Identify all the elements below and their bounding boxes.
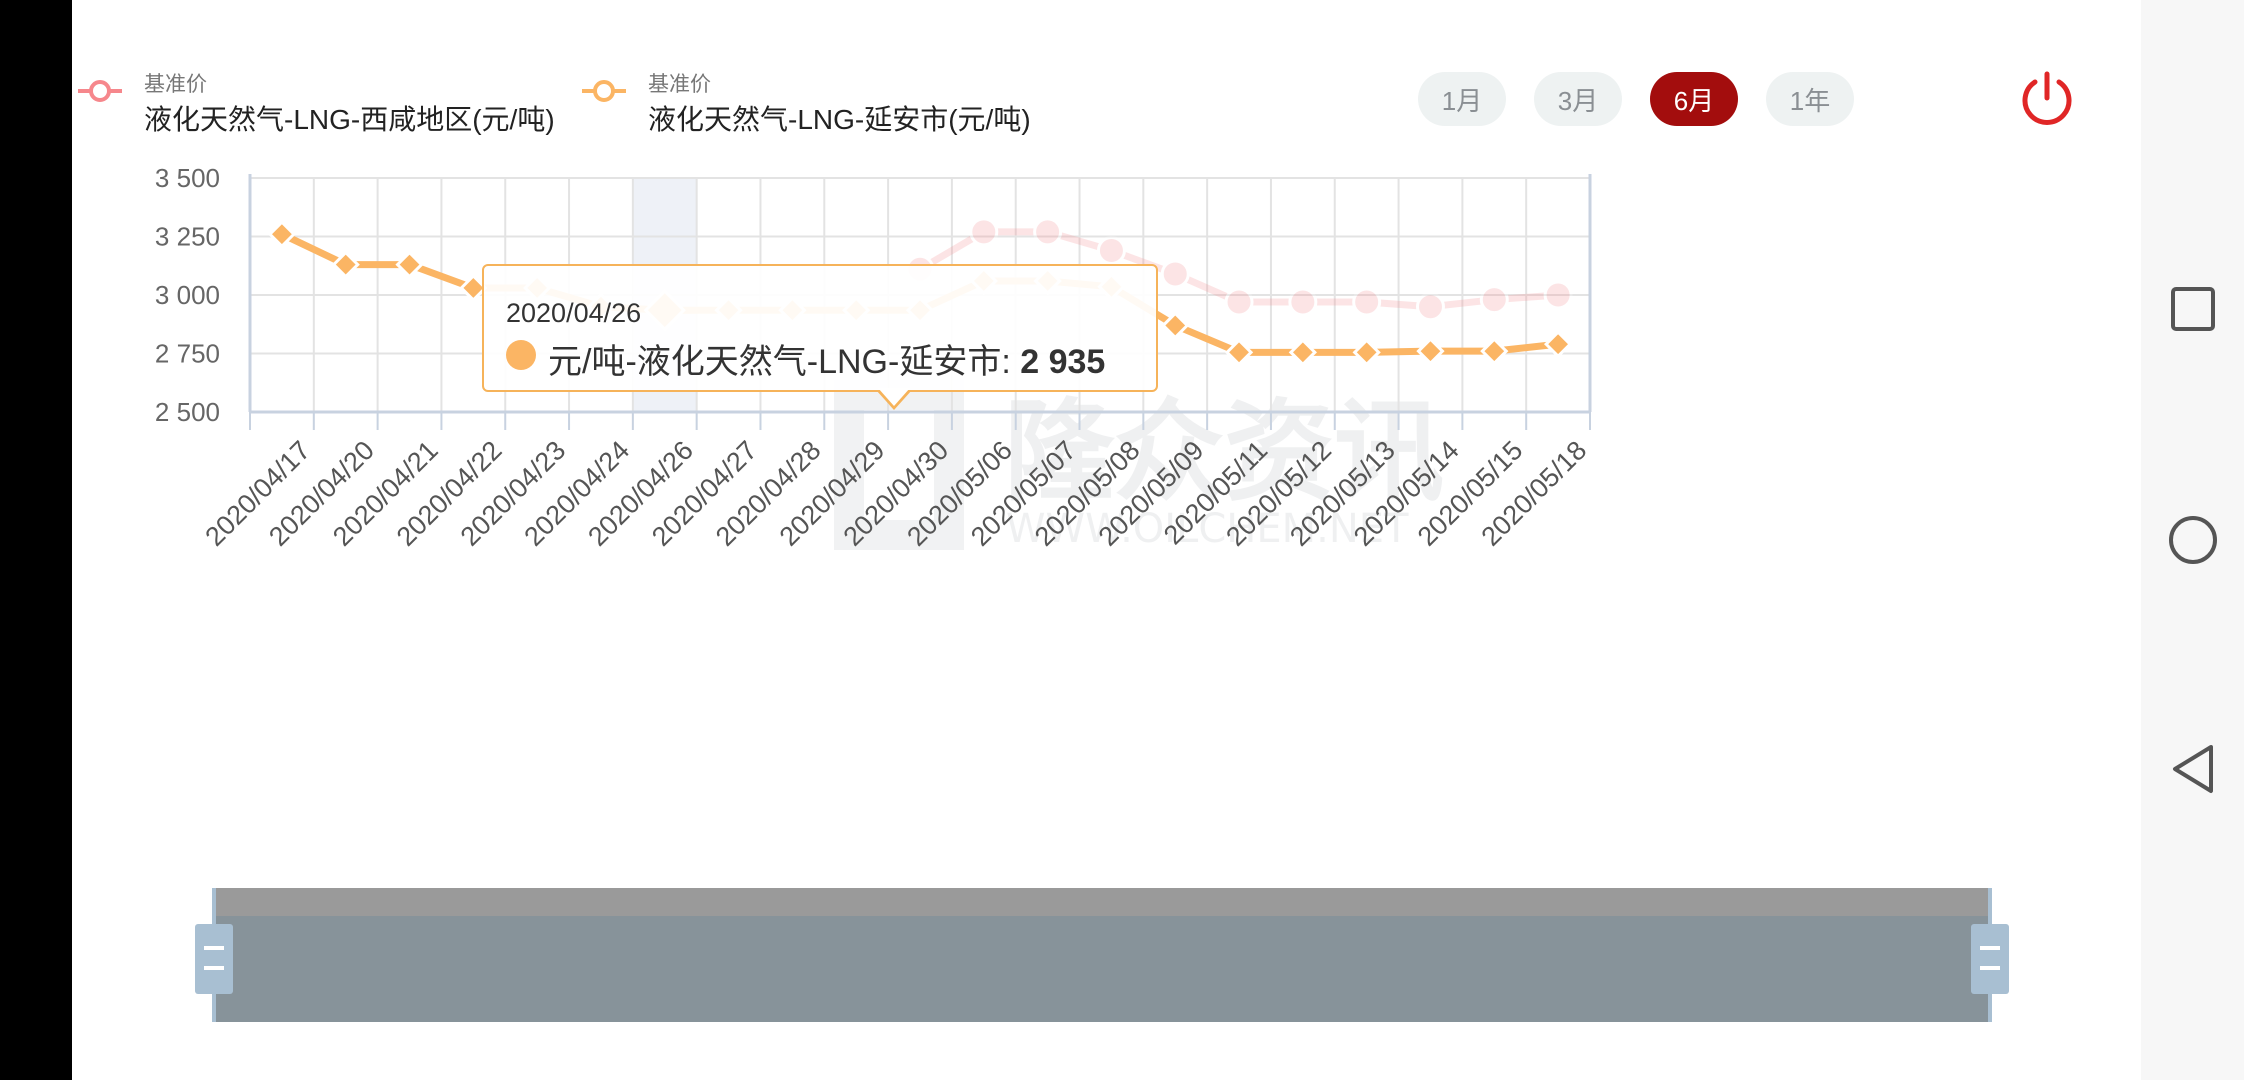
data-point: [1033, 217, 1063, 247]
data-point: [969, 217, 999, 247]
tooltip-value: 2 935: [1020, 343, 1106, 381]
legend-line-icon: [582, 80, 626, 102]
range-button-1-year[interactable]: 1年: [1766, 72, 1854, 126]
data-point: [331, 250, 360, 279]
y-tick-label: 3 500: [155, 163, 220, 193]
data-point: [1415, 292, 1445, 322]
y-tick-label: 2 500: [155, 397, 220, 427]
power-icon[interactable]: [2017, 68, 2077, 128]
data-point: [1224, 338, 1254, 367]
watermark-url: WWW.OILCHEM.NET: [1006, 506, 1409, 550]
range-button-6-months[interactable]: 6月: [1650, 72, 1738, 126]
data-point: [395, 250, 424, 279]
data-point: [1479, 285, 1509, 315]
data-point: [1161, 311, 1190, 340]
back-triangle-icon: [2172, 745, 2213, 793]
back-button[interactable]: [2141, 724, 2244, 814]
legend-line-icon: [78, 80, 122, 102]
data-point: [1352, 287, 1382, 317]
data-point: [267, 220, 297, 249]
y-tick-label: 2 750: [155, 339, 220, 369]
app-screen: 基准价 液化天然气-LNG-西咸地区(元/吨) 基准价 液化天然气-LNG-延安…: [72, 0, 2141, 1080]
watermark-text: 隆众资讯: [1004, 388, 1444, 516]
tooltip-series-label: 元/吨-液化天然气-LNG-延安市:: [548, 343, 1021, 381]
legend-label: 液化天然气-LNG-西咸地区(元/吨): [144, 104, 555, 135]
legend-label: 液化天然气-LNG-延安市(元/吨): [648, 104, 1031, 135]
data-point: [1224, 287, 1254, 317]
home-button[interactable]: [2141, 495, 2244, 585]
y-tick-label: 3 000: [155, 280, 220, 310]
data-point: [1543, 280, 1573, 310]
circle-icon: [2168, 516, 2217, 564]
chart-tooltip: 2020/04/26 元/吨-液化天然气-LNG-延安市: 2 935: [482, 264, 1158, 392]
range-button-1-month[interactable]: 1月: [1418, 72, 1506, 126]
data-point: [1352, 338, 1381, 367]
range-button-3-months[interactable]: 3月: [1534, 72, 1622, 126]
tooltip-date: 2020/04/26: [506, 298, 642, 328]
data-point: [1480, 337, 1509, 366]
slider-range-top-bar: [212, 888, 1992, 916]
data-point: [1096, 236, 1126, 266]
y-tick-label: 3 250: [155, 222, 220, 252]
data-point: [1543, 330, 1573, 359]
series-line: [918, 228, 1559, 311]
slider-left-handle[interactable]: [195, 924, 233, 994]
data-point: [459, 273, 488, 303]
square-icon: [2170, 287, 2215, 331]
data-point: [1288, 338, 1317, 367]
legend-sub-label: 基准价: [648, 73, 711, 96]
slider-right-handle[interactable]: [1971, 924, 2009, 994]
tooltip-arrow-fill: [878, 388, 910, 406]
legend-item-xixian[interactable]: 基准价 液化天然气-LNG-西咸地区(元/吨): [76, 66, 596, 146]
legend-sub-label: 基准价: [144, 73, 207, 96]
legend-item-yanan[interactable]: 基准价 液化天然气-LNG-延安市(元/吨): [580, 66, 1100, 146]
tooltip-line: 元/吨-液化天然气-LNG-延安市: 2 935: [548, 334, 1105, 383]
tooltip-series-dot: [506, 340, 536, 370]
data-point: [1160, 259, 1190, 289]
data-point: [1416, 337, 1445, 366]
data-zoom-slider[interactable]: [180, 888, 2032, 1022]
data-point: [1288, 287, 1318, 317]
recent-apps-button[interactable]: [2141, 264, 2244, 354]
system-navigation-bar: [2141, 0, 2244, 1080]
